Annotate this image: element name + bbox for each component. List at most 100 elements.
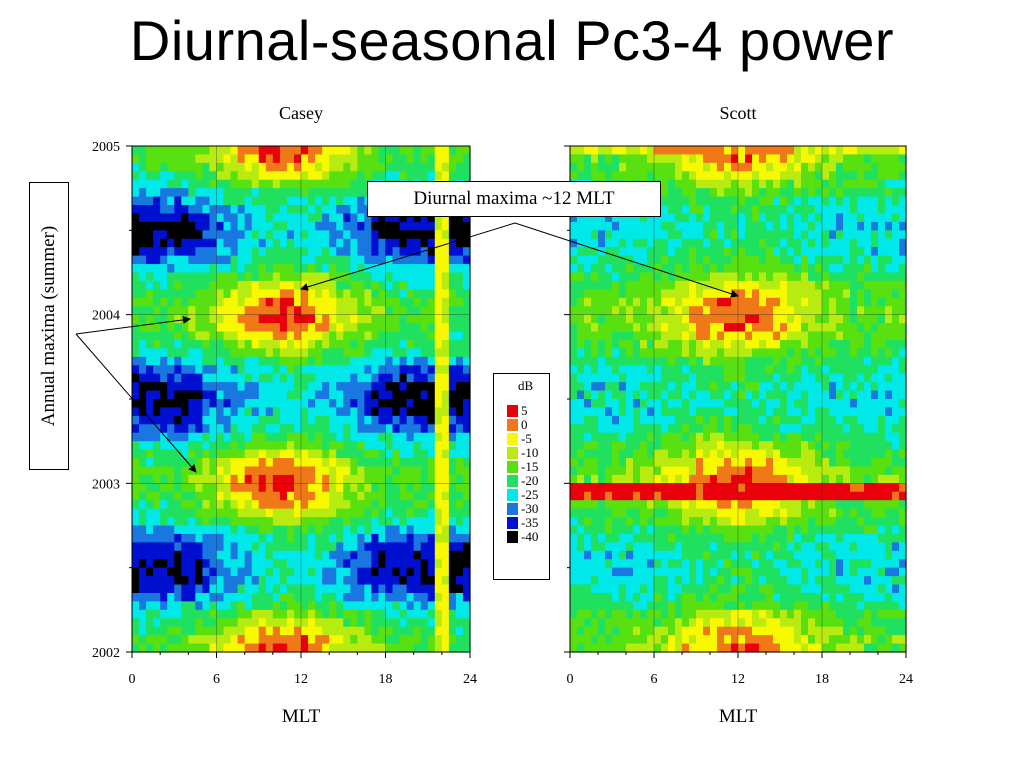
heatmap-cell bbox=[216, 188, 225, 198]
heatmap-cell bbox=[139, 466, 147, 476]
heatmap-cell bbox=[385, 331, 394, 341]
heatmap-cell bbox=[146, 179, 154, 189]
heatmap-cell bbox=[392, 373, 401, 383]
heatmap-cell bbox=[455, 449, 464, 459]
heatmap-cell bbox=[251, 238, 260, 248]
heatmap-cell bbox=[392, 483, 401, 493]
heatmap-cell bbox=[293, 567, 302, 577]
heatmap-cell bbox=[455, 458, 464, 468]
heatmap-cell bbox=[286, 339, 295, 349]
heatmap-cell bbox=[899, 280, 907, 290]
heatmap-cell bbox=[167, 188, 175, 198]
heatmap-cell bbox=[591, 424, 599, 434]
heatmap-cell bbox=[773, 272, 781, 282]
heatmap-cell bbox=[279, 584, 288, 594]
heatmap-cell bbox=[570, 213, 578, 223]
heatmap-cell bbox=[570, 339, 578, 349]
heatmap-cell bbox=[462, 458, 471, 468]
heatmap-cell bbox=[413, 466, 422, 476]
heatmap-cell bbox=[258, 390, 267, 400]
heatmap-cell bbox=[710, 449, 718, 459]
heatmap-cell bbox=[378, 449, 387, 459]
heatmap-cell bbox=[181, 348, 189, 358]
heatmap-cell bbox=[801, 247, 809, 257]
heatmap-cell bbox=[202, 188, 211, 198]
heatmap-cell bbox=[822, 230, 830, 240]
heatmap-cell bbox=[850, 365, 858, 375]
heatmap-cell bbox=[160, 441, 168, 451]
heatmap-cell bbox=[857, 196, 865, 206]
heatmap-cell bbox=[696, 247, 704, 257]
heatmap-cell bbox=[668, 272, 676, 282]
heatmap-cell bbox=[843, 154, 851, 164]
heatmap-cell bbox=[808, 466, 816, 476]
heatmap-cell bbox=[766, 432, 774, 442]
heatmap-cell bbox=[766, 365, 774, 375]
heatmap-cell bbox=[455, 247, 464, 257]
heatmap-cell bbox=[167, 449, 175, 459]
heatmap-cell bbox=[640, 146, 648, 156]
heatmap-cell bbox=[336, 643, 344, 653]
heatmap-cell bbox=[689, 238, 697, 248]
heatmap-cell bbox=[146, 533, 154, 543]
heatmap-cell bbox=[286, 171, 295, 181]
heatmap-cell bbox=[682, 146, 690, 156]
heatmap-cell bbox=[209, 171, 218, 181]
heatmap-cell bbox=[822, 205, 830, 215]
heatmap-cell bbox=[392, 567, 401, 577]
heatmap-cell bbox=[364, 171, 373, 181]
heatmap-cell bbox=[682, 280, 690, 290]
heatmap-cell bbox=[343, 238, 351, 248]
heatmap-cell bbox=[343, 213, 351, 223]
heatmap-cell bbox=[406, 238, 415, 248]
heatmap-cell bbox=[857, 483, 865, 493]
heatmap-cell bbox=[315, 458, 323, 468]
heatmap-cell bbox=[230, 162, 239, 172]
heatmap-cell bbox=[209, 399, 218, 409]
heatmap-cell bbox=[406, 592, 415, 602]
heatmap-cell bbox=[399, 626, 408, 636]
heatmap-cell bbox=[174, 196, 182, 206]
heatmap-cell bbox=[139, 517, 147, 527]
heatmap-cell bbox=[745, 348, 753, 358]
heatmap-cell bbox=[371, 525, 380, 535]
heatmap-cell bbox=[343, 373, 351, 383]
heatmap-cell bbox=[160, 331, 168, 341]
heatmap-cell bbox=[731, 162, 739, 172]
heatmap-cell bbox=[174, 432, 182, 442]
heatmap-cell bbox=[237, 466, 246, 476]
heatmap-cell bbox=[759, 196, 767, 206]
heatmap-cell bbox=[745, 491, 753, 501]
heatmap-cell bbox=[293, 533, 302, 543]
heatmap-cell bbox=[265, 289, 274, 299]
heatmap-cell bbox=[780, 458, 788, 468]
heatmap-cell bbox=[647, 154, 655, 164]
heatmap-cell bbox=[822, 474, 830, 484]
heatmap-cell bbox=[322, 517, 330, 527]
heatmap-cell bbox=[857, 441, 865, 451]
heatmap-cell bbox=[195, 609, 204, 619]
heatmap-cell bbox=[244, 179, 253, 189]
heatmap-cell bbox=[455, 154, 464, 164]
heatmap-cell bbox=[371, 635, 380, 645]
heatmap-cell bbox=[399, 542, 408, 552]
heatmap-cell bbox=[668, 339, 676, 349]
heatmap-cell bbox=[392, 609, 401, 619]
heatmap-cell bbox=[153, 500, 161, 510]
heatmap-cell bbox=[427, 458, 436, 468]
heatmap-cell bbox=[420, 449, 429, 459]
heatmap-cell bbox=[413, 407, 422, 417]
heatmap-cell bbox=[441, 238, 450, 248]
heatmap-cell bbox=[364, 280, 373, 290]
heatmap-cell bbox=[272, 221, 281, 231]
heatmap-cell bbox=[181, 196, 189, 206]
heatmap-cell bbox=[843, 449, 851, 459]
heatmap-cell bbox=[682, 466, 690, 476]
heatmap-cell bbox=[371, 373, 380, 383]
heatmap-cell bbox=[385, 483, 394, 493]
heatmap-cell bbox=[336, 576, 344, 586]
heatmap-cell bbox=[301, 559, 309, 569]
heatmap-cell bbox=[350, 525, 358, 535]
heatmap-cell bbox=[703, 196, 711, 206]
heatmap-cell bbox=[815, 415, 823, 425]
